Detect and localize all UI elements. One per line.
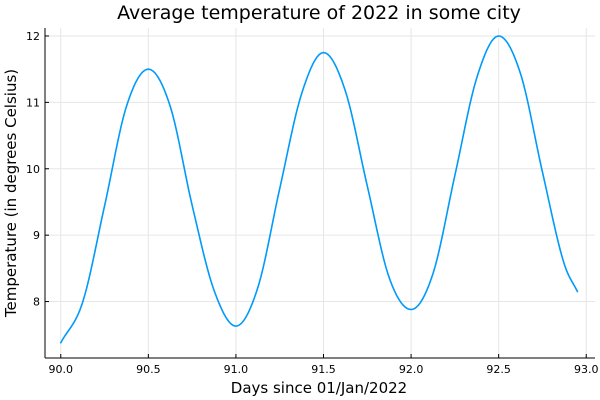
x-tick-label: 92.0: [399, 363, 424, 376]
data-point: [388, 276, 390, 278]
y-tick-label: 11: [26, 96, 40, 109]
x-tick-label: 90.5: [136, 363, 161, 376]
x-tick-label: 92.5: [486, 363, 511, 376]
data-point: [147, 68, 149, 70]
y-tick-label: 9: [33, 229, 40, 242]
data-point: [541, 171, 543, 173]
x-tick-label: 93.0: [574, 363, 599, 376]
data-point: [576, 290, 578, 292]
data-point: [81, 301, 83, 303]
y-tick-label: 10: [26, 163, 40, 176]
y-axis-ticks: 8 9 10 11 12: [26, 30, 49, 309]
data-point: [300, 93, 302, 95]
x-tick-label: 91.0: [224, 363, 249, 376]
data-point: [279, 187, 281, 189]
data-point: [213, 289, 215, 291]
x-tick-label: 90.0: [49, 363, 74, 376]
series-line: [59, 35, 579, 344]
data-point: [366, 185, 368, 187]
data-point: [497, 35, 499, 37]
series-group: [59, 35, 579, 344]
grid: [45, 28, 595, 358]
data-point: [257, 286, 259, 288]
data-point: [103, 205, 105, 207]
data-point: [519, 73, 521, 75]
y-tick-label: 8: [33, 296, 40, 309]
y-tick-label: 12: [26, 30, 40, 43]
data-point: [344, 90, 346, 92]
data-point: [125, 105, 127, 107]
data-point: [432, 272, 434, 274]
data-point: [235, 325, 237, 327]
data-point: [476, 77, 478, 79]
chart-title: Average temperature of 2022 in some city: [117, 2, 521, 24]
data-point: [322, 51, 324, 53]
data-point: [454, 174, 456, 176]
data-point: [410, 308, 412, 310]
x-axis-ticks: 90.0 90.5 91.0 91.5 92.0 92.5 93.0: [49, 354, 599, 376]
x-tick-label: 91.5: [311, 363, 336, 376]
y-axis-label: Temperature (in degrees Celsius): [2, 69, 20, 318]
data-point: [191, 204, 193, 206]
data-point: [169, 105, 171, 107]
data-point: [60, 342, 62, 344]
data-point: [563, 263, 565, 265]
x-axis-label: Days since 01/Jan/2022: [231, 379, 407, 397]
